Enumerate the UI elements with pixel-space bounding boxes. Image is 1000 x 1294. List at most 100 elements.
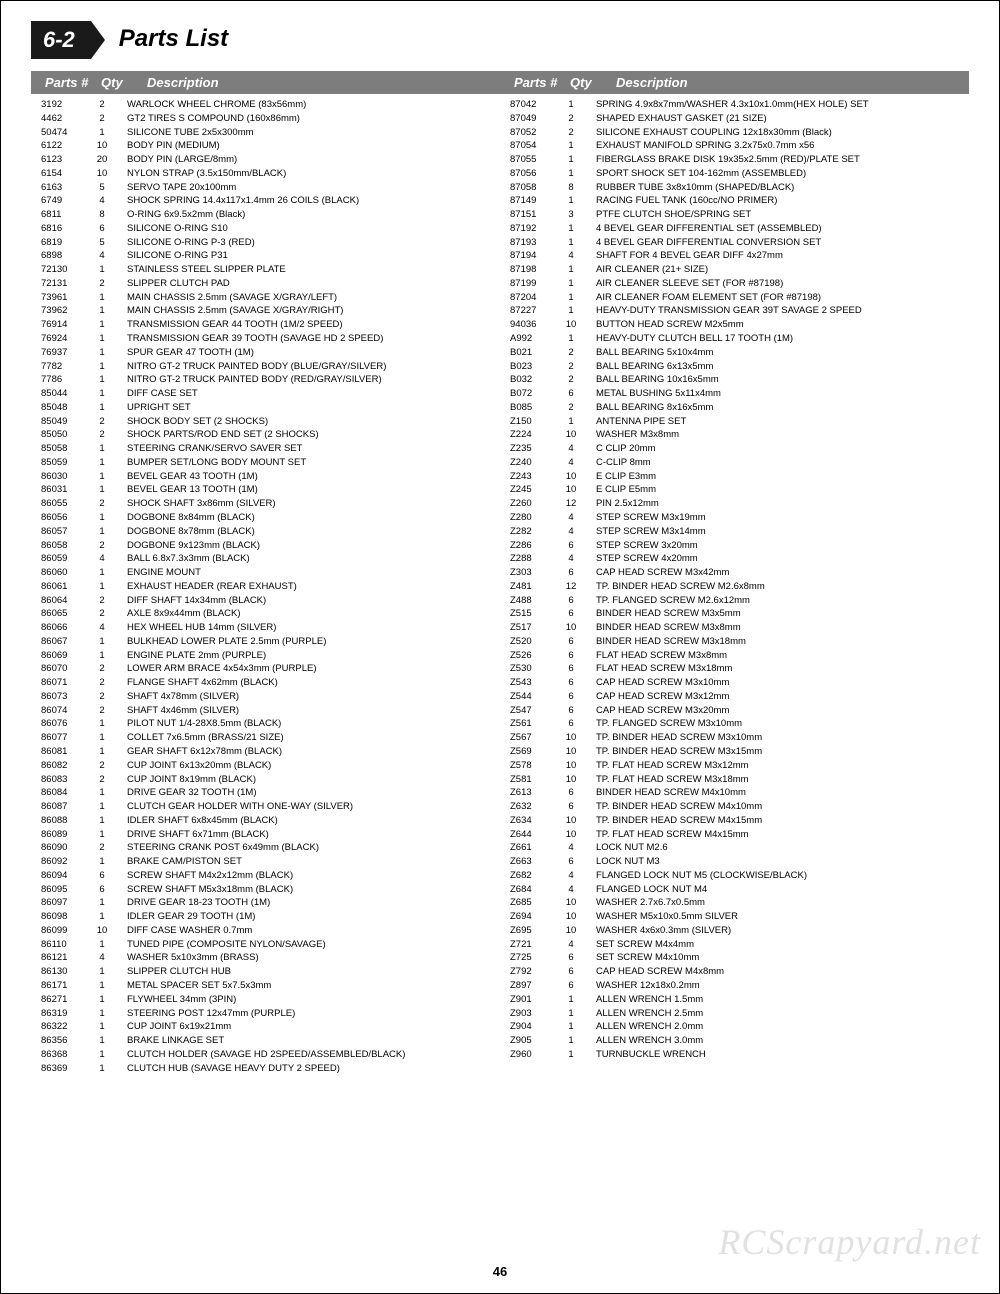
table-row: 61635SERVO TAPE 20x100mm <box>31 181 500 195</box>
table-row: 615410NYLON STRAP (3.5x150mm/BLACK) <box>31 167 500 181</box>
cell-part: 7782 <box>31 360 87 374</box>
cell-qty: 1 <box>87 401 117 415</box>
cell-qty: 1 <box>87 910 117 924</box>
table-row: Z5436CAP HEAD SCREW M3x10mm <box>500 676 969 690</box>
cell-desc: WASHER M5x10x0.5mm SILVER <box>586 910 969 924</box>
cell-desc: SHOCK SHAFT 3x86mm (SILVER) <box>117 497 500 511</box>
cell-qty: 6 <box>556 566 586 580</box>
table-row: Z69510WASHER 4x6x0.3mm (SILVER) <box>500 924 969 938</box>
cell-part: 6163 <box>31 181 87 195</box>
cell-part: 86099 <box>31 924 87 938</box>
cell-qty: 1 <box>87 786 117 800</box>
cell-qty: 4 <box>87 194 117 208</box>
cell-qty: 1 <box>556 993 586 1007</box>
cell-qty: 1 <box>87 896 117 910</box>
cell-qty: 2 <box>556 346 586 360</box>
cell-desc: LOWER ARM BRACE 4x54x3mm (PURPLE) <box>117 662 500 676</box>
cell-qty: 2 <box>87 497 117 511</box>
cell-qty: 1 <box>87 979 117 993</box>
cell-qty: 2 <box>87 594 117 608</box>
cell-qty: 2 <box>87 428 117 442</box>
table-row: Z2824STEP SCREW M3x14mm <box>500 525 969 539</box>
cell-part: Z578 <box>500 759 556 773</box>
cell-desc: STEP SCREW M3x19mm <box>586 511 969 525</box>
cell-qty: 1 <box>87 511 117 525</box>
table-row: 68195SILICONE O-RING P-3 (RED) <box>31 236 500 250</box>
cell-qty: 12 <box>556 580 586 594</box>
table-row: 860611EXHAUST HEADER (REAR EXHAUST) <box>31 580 500 594</box>
cell-part: Z960 <box>500 1048 556 1062</box>
cell-qty: 2 <box>556 373 586 387</box>
cell-qty: 6 <box>556 387 586 401</box>
cell-qty: 1 <box>556 139 586 153</box>
page-number: 46 <box>1 1264 999 1279</box>
cell-desc: UPRIGHT SET <box>117 401 500 415</box>
cell-qty: 5 <box>87 181 117 195</box>
table-row: 870541EXHAUST MANIFOLD SPRING 3.2x75x0.7… <box>500 139 969 153</box>
cell-part: B021 <box>500 346 556 360</box>
cell-part: 86030 <box>31 470 87 484</box>
table-row: Z7256SET SCREW M4x10mm <box>500 951 969 965</box>
cell-desc: SPRING 4.9x8x7mm/WASHER 4.3x10x1.0mm(HEX… <box>586 98 969 112</box>
cell-part: 86073 <box>31 690 87 704</box>
cell-desc: BALL BEARING 8x16x5mm <box>586 401 969 415</box>
table-row: 860664HEX WHEEL HUB 14mm (SILVER) <box>31 621 500 635</box>
cell-qty: 1 <box>556 332 586 346</box>
cell-desc: SILICONE O-RING P-3 (RED) <box>117 236 500 250</box>
th-parts-left: Parts # <box>31 75 101 90</box>
table-row: 860594BALL 6.8x7.3x3mm (BLACK) <box>31 552 500 566</box>
cell-desc: BALL BEARING 6x13x5mm <box>586 360 969 374</box>
cell-qty: 2 <box>87 98 117 112</box>
table-row: Z2866STEP SCREW 3x20mm <box>500 539 969 553</box>
cell-desc: SHOCK BODY SET (2 SHOCKS) <box>117 415 500 429</box>
table-row: 870551FIBERGLASS BRAKE DISK 19x35x2.5mm … <box>500 153 969 167</box>
cell-part: Z685 <box>500 896 556 910</box>
cell-part: 87054 <box>500 139 556 153</box>
cell-part: 73962 <box>31 304 87 318</box>
cell-part: Z280 <box>500 511 556 525</box>
cell-desc: DIFF CASE WASHER 0.7mm <box>117 924 500 938</box>
table-row: 863191STEERING POST 12x47mm (PURPLE) <box>31 1007 500 1021</box>
cell-part: Z150 <box>500 415 556 429</box>
cell-desc: BUTTON HEAD SCREW M2x5mm <box>586 318 969 332</box>
cell-desc: TRANSMISSION GEAR 44 TOOTH (1M/2 SPEED) <box>117 318 500 332</box>
cell-desc: CLUTCH HOLDER (SAVAGE HD 2SPEED/ASSEMBLE… <box>117 1048 500 1062</box>
cell-qty: 12 <box>556 497 586 511</box>
cell-qty: 1 <box>556 153 586 167</box>
cell-desc: TP. FLAT HEAD SCREW M3x12mm <box>586 759 969 773</box>
cell-qty: 1 <box>87 828 117 842</box>
cell-part: 87198 <box>500 263 556 277</box>
cell-qty: 10 <box>556 470 586 484</box>
cell-qty: 6 <box>556 951 586 965</box>
cell-qty: 1 <box>87 1062 117 1076</box>
table-row: Z2354C CLIP 20mm <box>500 442 969 456</box>
cell-desc: ALLEN WRENCH 2.0mm <box>586 1020 969 1034</box>
cell-desc: IDLER SHAFT 6x8x45mm (BLACK) <box>117 814 500 828</box>
cell-part: 85058 <box>31 442 87 456</box>
cell-qty: 4 <box>556 938 586 952</box>
cell-qty: 1 <box>556 1048 586 1062</box>
cell-part: 86356 <box>31 1034 87 1048</box>
cell-desc: BEVEL GEAR 43 TOOTH (1M) <box>117 470 500 484</box>
cell-part: 87194 <box>500 249 556 263</box>
cell-part: 86065 <box>31 607 87 621</box>
table-row: 612320BODY PIN (LARGE/8mm) <box>31 153 500 167</box>
cell-part: Z240 <box>500 456 556 470</box>
cell-desc: BRAKE CAM/PISTON SET <box>117 855 500 869</box>
cell-desc: MAIN CHASSIS 2.5mm (SAVAGE X/GRAY/LEFT) <box>117 291 500 305</box>
cell-desc: ALLEN WRENCH 1.5mm <box>586 993 969 1007</box>
cell-part: Z561 <box>500 717 556 731</box>
table-row: Z24510E CLIP E5mm <box>500 483 969 497</box>
cell-desc: 4 BEVEL GEAR DIFFERENTIAL SET (ASSEMBLED… <box>586 222 969 236</box>
cell-desc: ALLEN WRENCH 3.0mm <box>586 1034 969 1048</box>
table-row: Z5306FLAT HEAD SCREW M3x18mm <box>500 662 969 676</box>
section-number: 6-2 <box>31 21 91 59</box>
table-row: 870492SHAPED EXHAUST GASKET (21 SIZE) <box>500 112 969 126</box>
cell-qty: 4 <box>556 552 586 566</box>
cell-desc: EXHAUST MANIFOLD SPRING 3.2x75x0.7mm x56 <box>586 139 969 153</box>
cell-qty: 1 <box>87 965 117 979</box>
table-row: 721301STAINLESS STEEL SLIPPER PLATE <box>31 263 500 277</box>
cell-qty: 1 <box>87 263 117 277</box>
cell-part: 94036 <box>500 318 556 332</box>
table-row: 870588RUBBER TUBE 3x8x10mm (SHAPED/BLACK… <box>500 181 969 195</box>
